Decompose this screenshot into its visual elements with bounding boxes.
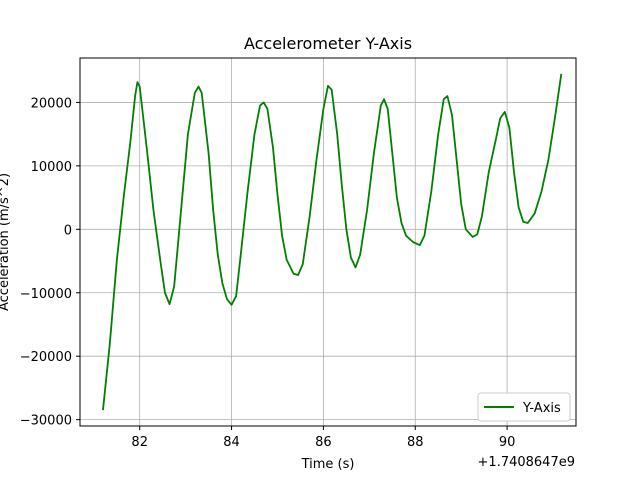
y-axis: −30000 −20000 −10000 0 10000 20000	[20, 96, 80, 429]
legend-box	[477, 392, 571, 422]
x-tick-label: 82	[131, 435, 148, 450]
y-tick-label: −30000	[20, 414, 72, 429]
legend: Y-Axis	[477, 392, 571, 422]
series-line-0	[102, 73, 563, 411]
y-tick-label: 20000	[31, 96, 72, 111]
x-tick-label: 84	[223, 435, 240, 450]
y-tick-label: −20000	[20, 350, 72, 365]
x-axis: 82 84 86 88 90	[131, 426, 515, 450]
x-axis-title: Time (s)	[301, 457, 355, 472]
y-tick-label: −10000	[20, 287, 72, 302]
y-tick-label: 10000	[31, 160, 72, 175]
legend-label: Y-Axis	[522, 401, 561, 416]
series-layer	[102, 73, 563, 411]
grid-lines	[80, 58, 576, 426]
chart-title: Accelerometer Y-Axis	[244, 34, 412, 53]
x-tick-label: 90	[499, 435, 516, 450]
x-tick-label: 86	[315, 435, 332, 450]
plot-frame	[79, 57, 577, 427]
y-axis-title: Acceleration (m/s^2)	[0, 173, 12, 311]
y-tick-label: 0	[64, 223, 72, 238]
x-offset-label: +1.7408647e9	[478, 455, 575, 470]
x-tick-label: 88	[407, 435, 424, 450]
